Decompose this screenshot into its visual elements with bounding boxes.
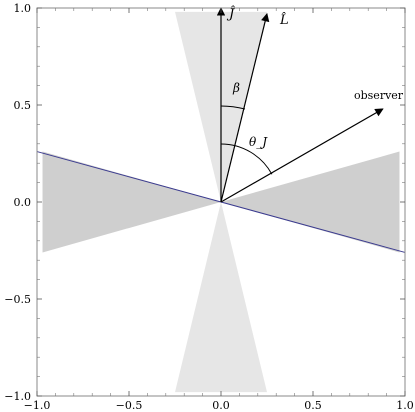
cones-layer	[42, 11, 400, 393]
y-tick-label: −1.0	[4, 390, 31, 403]
x-tick-label: −1.0	[24, 399, 51, 412]
vector-label-observer: observer	[354, 89, 404, 102]
ticks-layer: −1.0 −0.5 0.0 0.5 1.0 1.0 0.5 0.0 −0.5 −1.0	[4, 2, 413, 412]
y-tick-label: 0.5	[14, 99, 32, 112]
y-tick-label: 0.0	[14, 196, 32, 209]
dark-cone-1	[221, 151, 400, 253]
x-tick-label: 0.5	[304, 399, 322, 412]
angle-arc-theta-j	[220, 143, 273, 175]
x-tick-label: 0.0	[212, 399, 230, 412]
y-tick-label: −0.5	[4, 293, 31, 306]
vectors-layer	[216, 7, 384, 203]
x-tick-label: −0.5	[116, 399, 143, 412]
dark-cone-0	[42, 151, 221, 253]
light-cone-1	[175, 202, 267, 393]
y-tick-label: 1.0	[14, 2, 32, 15]
vector-label-l: L̂	[279, 12, 289, 28]
vector-arrow-1	[220, 13, 270, 203]
angle-arcs-layer	[220, 105, 273, 175]
labels-layer: Ĵ L̂ observer β θ_J	[226, 6, 404, 149]
angle-label-theta-j: θ_J	[249, 135, 268, 149]
angle-label-beta: β	[232, 81, 240, 95]
vector-label-j: Ĵ	[226, 6, 235, 22]
x-tick-label: 1.0	[396, 399, 414, 412]
vector-arrow-2	[220, 108, 384, 203]
angle-arc-beta	[220, 105, 246, 110]
